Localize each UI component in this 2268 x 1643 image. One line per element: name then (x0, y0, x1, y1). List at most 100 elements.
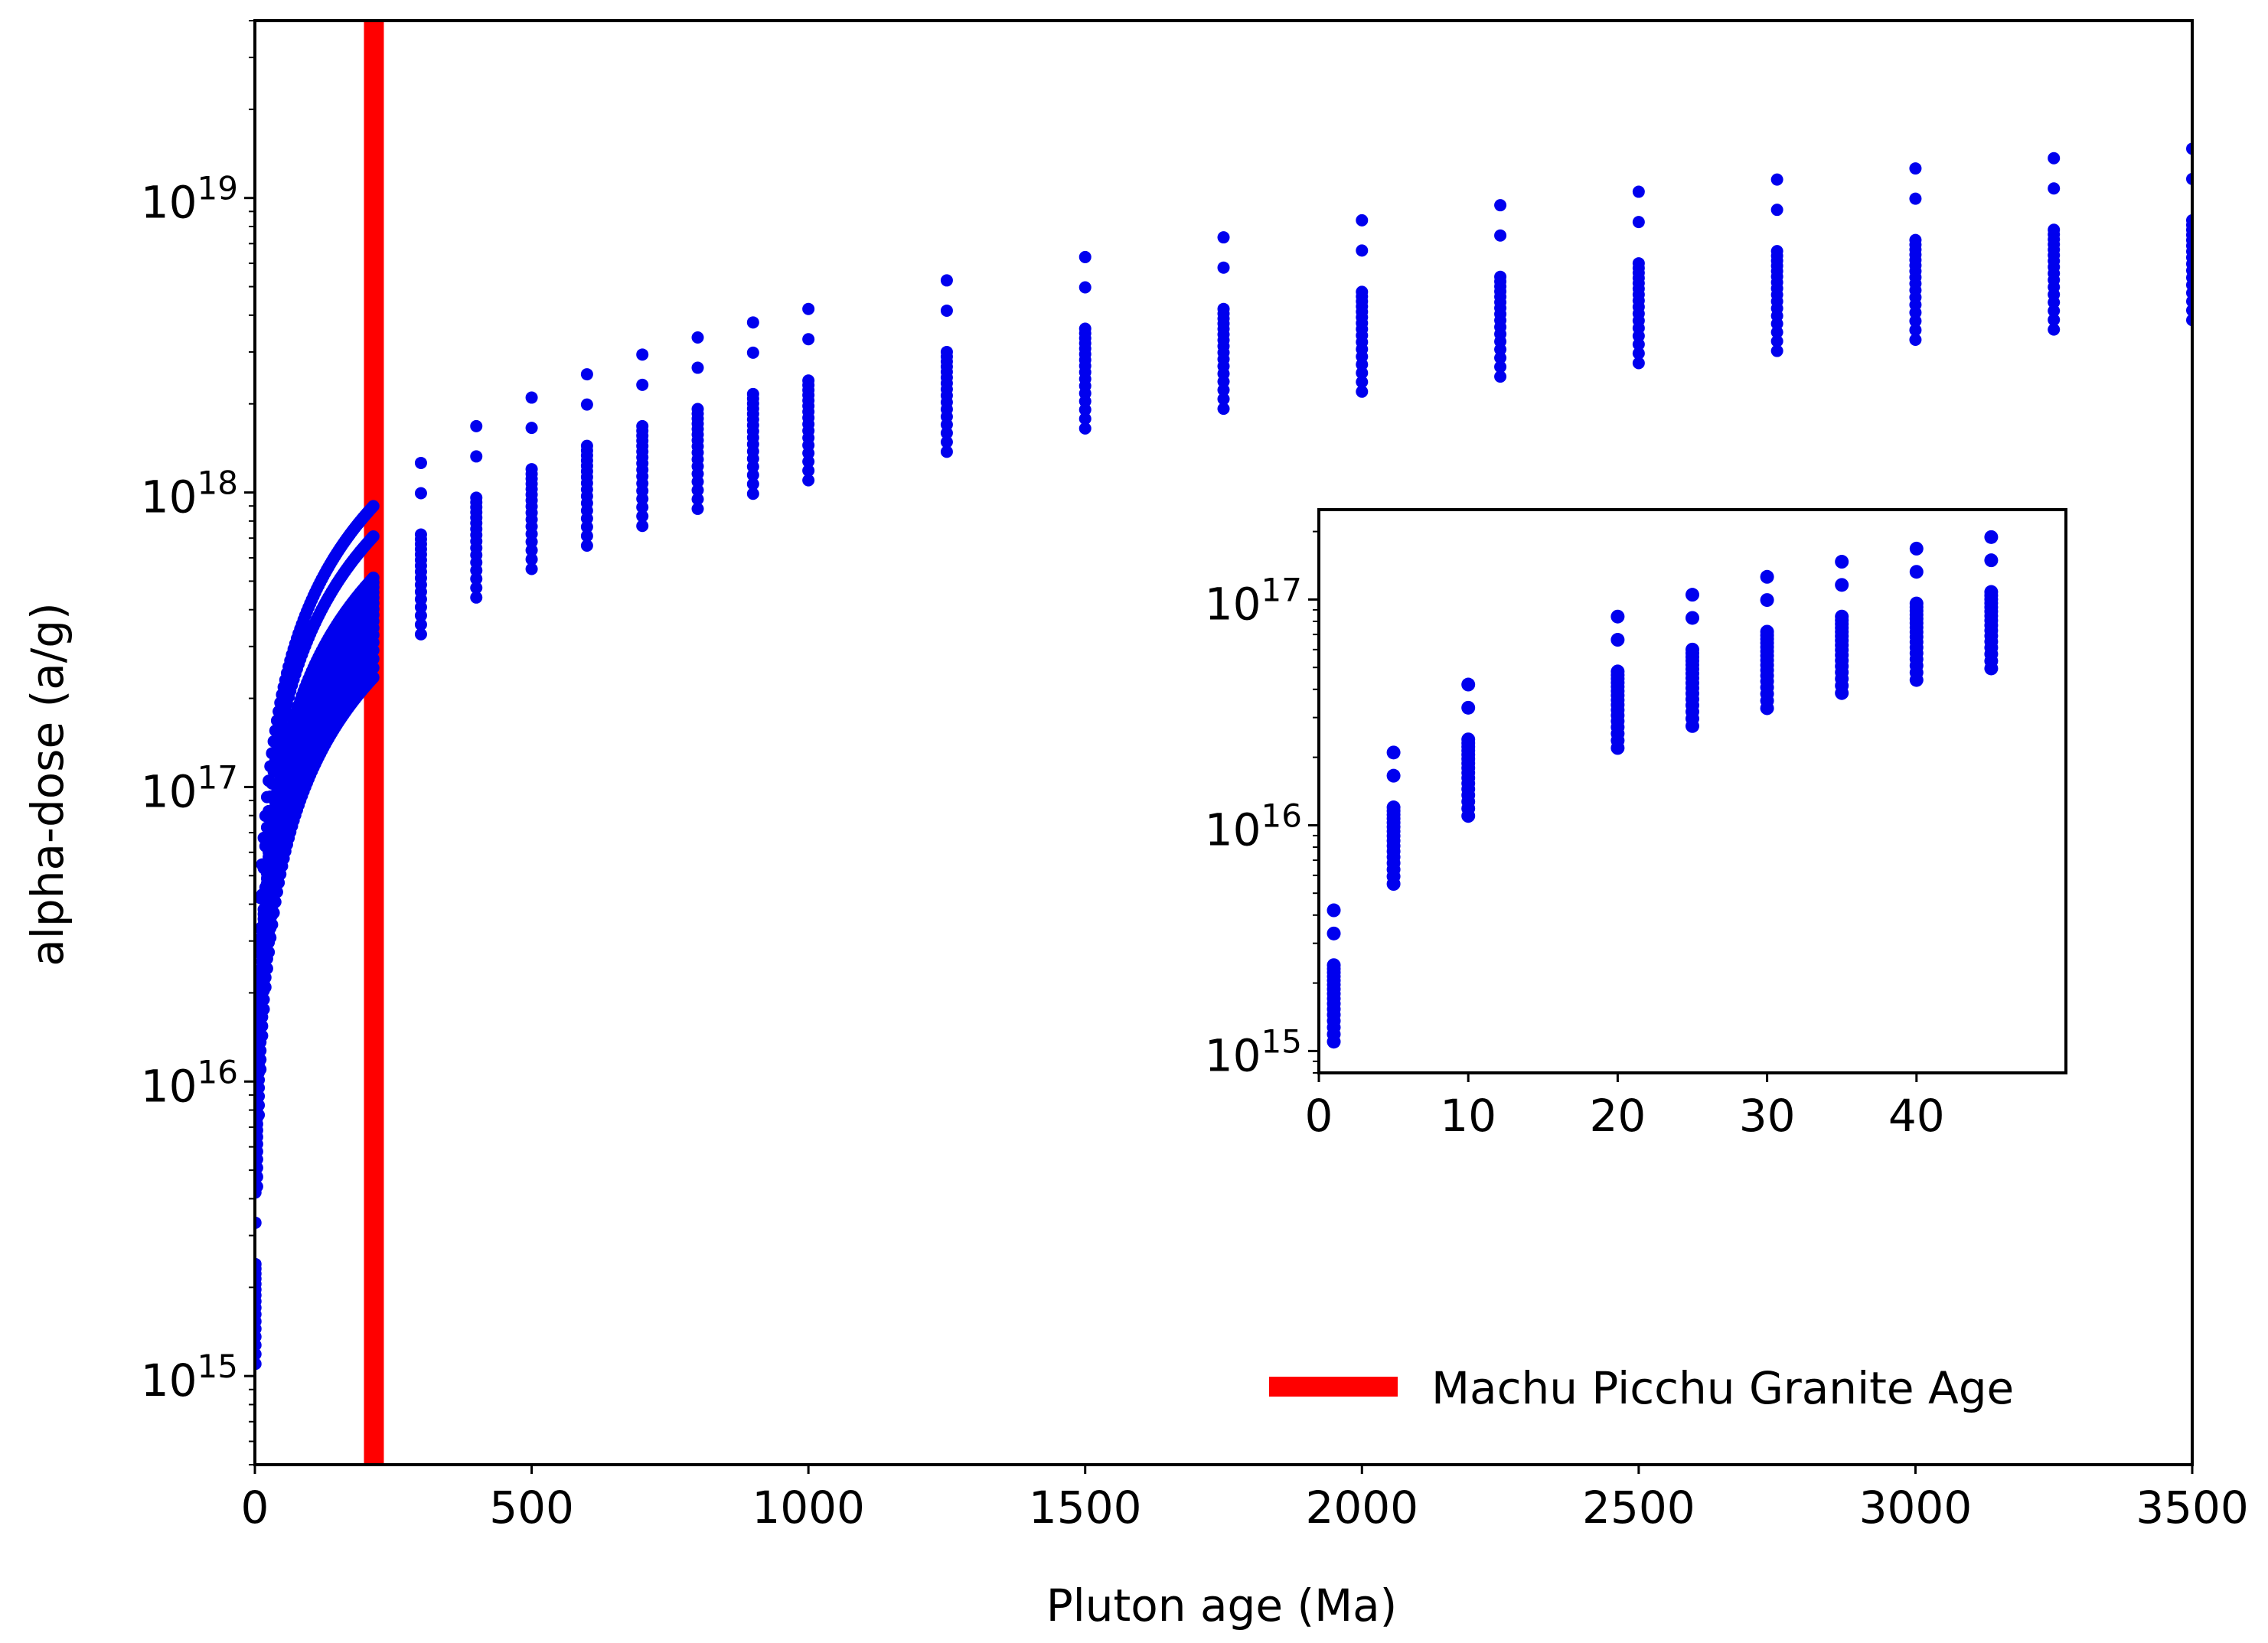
data-point (636, 510, 649, 523)
y-tick-label: 1017 (1205, 571, 1302, 630)
data-point (1909, 324, 1922, 337)
data-point (257, 993, 270, 1006)
data-point (1327, 958, 1341, 973)
data-point (1770, 245, 1783, 258)
data-point (802, 474, 815, 487)
data-point (691, 484, 704, 497)
legend: Machu Picchu Granite Age (1269, 1362, 2014, 1414)
data-point (1770, 344, 1783, 357)
data-point (1770, 334, 1783, 347)
data-point (257, 1002, 270, 1015)
data-point (1835, 555, 1849, 569)
data-point (1632, 357, 1645, 370)
data-point (1760, 569, 1774, 584)
data-point (1079, 322, 1092, 335)
data-point (1770, 204, 1783, 217)
data-point (256, 1019, 269, 1032)
data-point (1494, 229, 1507, 242)
data-point (1356, 385, 1369, 398)
data-point (2048, 323, 2061, 336)
data-point (525, 553, 538, 566)
data-point (470, 572, 483, 585)
legend-label: Machu Picchu Granite Age (1431, 1362, 2014, 1414)
data-point (580, 398, 593, 411)
data-point (1494, 351, 1507, 364)
x-tick-label: 2000 (1305, 1482, 1418, 1534)
x-tick-label: 2500 (1582, 1482, 1695, 1534)
data-point (255, 1180, 263, 1193)
data-point (636, 378, 649, 391)
data-point (525, 562, 538, 575)
data-point (1217, 231, 1230, 244)
data-point (940, 445, 953, 458)
data-point (2048, 182, 2061, 195)
x-axis-label: Pluton age (Ma) (1046, 1579, 1398, 1632)
data-point (1386, 745, 1401, 760)
data-point (256, 1029, 269, 1042)
data-point (1494, 270, 1507, 283)
data-point (580, 520, 593, 533)
data-point (636, 348, 649, 361)
data-point (691, 361, 704, 374)
data-point (1079, 250, 1092, 263)
data-point (1835, 609, 1849, 624)
data-point (1217, 393, 1230, 406)
data-point (264, 931, 277, 944)
data-point (1770, 173, 1783, 186)
data-point (802, 455, 815, 468)
data-point (691, 403, 704, 416)
data-point (1356, 367, 1369, 380)
data-point (1909, 334, 1922, 347)
data-point (2048, 152, 2061, 165)
data-point (1909, 315, 1922, 328)
data-point (1356, 244, 1369, 257)
data-point (470, 491, 483, 504)
y-axis-label: alpha-dose (a/g) (21, 602, 73, 967)
x-tick-label: 0 (241, 1482, 269, 1534)
data-point (1494, 199, 1507, 212)
data-point (802, 464, 815, 477)
data-point (636, 520, 649, 533)
data-point (367, 571, 380, 584)
data-point (691, 502, 704, 515)
y-tick-label: 1017 (141, 758, 238, 817)
y-tick-label: 1016 (1205, 797, 1302, 856)
data-point (255, 1053, 267, 1066)
data-point (1632, 338, 1645, 351)
data-point (1079, 403, 1092, 416)
data-point (255, 1358, 262, 1371)
x-tick-label: 3500 (2136, 1482, 2249, 1534)
data-point (1909, 192, 1922, 205)
data-point (1984, 585, 1999, 599)
data-point (1079, 422, 1092, 435)
data-point (525, 463, 538, 476)
data-point (1835, 578, 1849, 592)
data-point (1079, 281, 1092, 294)
data-point (1461, 732, 1476, 747)
data-point (470, 582, 483, 595)
data-point (414, 528, 427, 541)
x-tick-label: 10 (1440, 1090, 1496, 1142)
data-point (1770, 326, 1783, 339)
data-point (1632, 347, 1645, 360)
data-point (1909, 233, 1922, 246)
x-tick-label: 30 (1739, 1090, 1796, 1142)
data-point (802, 333, 815, 346)
data-point (1217, 261, 1230, 274)
data-point (255, 1257, 262, 1270)
data-point (525, 544, 538, 557)
data-point (1610, 633, 1625, 647)
x-tick-label: 1000 (752, 1482, 865, 1534)
data-point (269, 895, 282, 908)
data-point (2048, 305, 2061, 318)
y-tick-label: 1016 (141, 1053, 238, 1112)
data-point (1610, 664, 1625, 679)
x-tick-label: 20 (1589, 1090, 1646, 1142)
x-tick-label: 40 (1888, 1090, 1945, 1142)
data-point (367, 500, 380, 513)
data-point (1386, 768, 1401, 783)
data-point (940, 304, 953, 317)
plot-area (1327, 530, 1999, 1049)
data-point (636, 419, 649, 432)
data-point (470, 450, 483, 463)
